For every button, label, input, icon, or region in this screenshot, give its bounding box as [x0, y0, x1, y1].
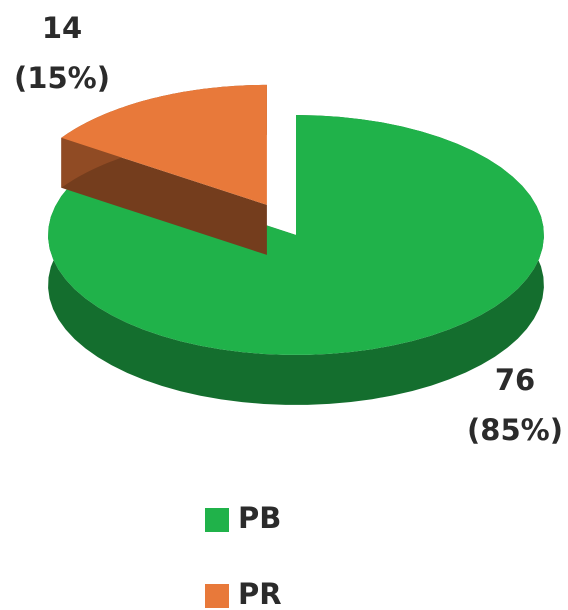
- slice: [61, 84, 267, 205]
- data-label-percent: (15%): [14, 61, 110, 95]
- legend-label: PR: [238, 577, 282, 610]
- legend-swatch: [205, 584, 229, 608]
- slice-wall: [61, 137, 267, 255]
- data-label: 14: [42, 11, 82, 45]
- data-label-percent: (85%): [467, 413, 563, 447]
- legend-swatch: [205, 508, 229, 532]
- slice: [48, 115, 544, 355]
- data-label: 76: [495, 363, 535, 397]
- legend-label: PB: [238, 501, 281, 535]
